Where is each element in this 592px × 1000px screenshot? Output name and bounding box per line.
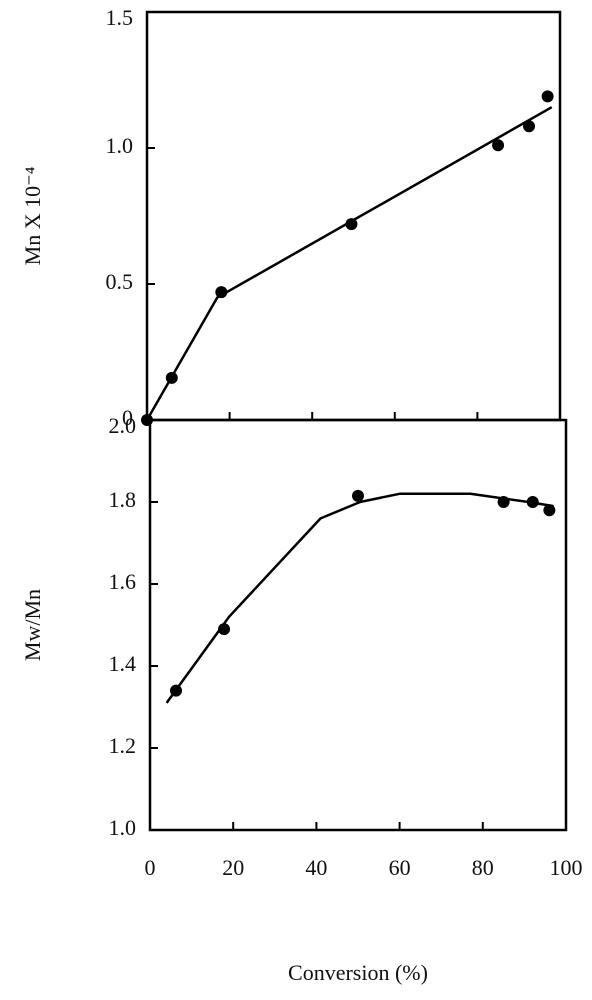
x-axis-label: Conversion (%) (288, 960, 428, 985)
y-tick-label: 1.0 (109, 815, 137, 840)
x-tick-label: 0 (145, 855, 156, 880)
x-tick-label: 20 (222, 855, 244, 880)
y-tick-label: 1.2 (109, 733, 137, 758)
y-tick-label: 1.6 (109, 569, 137, 594)
y-axis-label: Mw/Mn (20, 589, 45, 661)
fit-line (165, 492, 554, 704)
y-axis-label: Mn X 10⁻⁴ (20, 166, 45, 265)
y-tick-label: 2.0 (109, 413, 137, 438)
data-point (541, 90, 554, 103)
y-tick-label: 1.8 (109, 487, 137, 512)
plot-frame (148, 418, 568, 832)
x-tick-label: 100 (550, 855, 583, 880)
data-point (543, 504, 556, 517)
data-point (215, 286, 228, 299)
fit-line (145, 106, 553, 421)
x-tick-label: 40 (305, 855, 327, 880)
y-tick-label: 0 (122, 405, 133, 430)
y-tick-label: 0.5 (106, 269, 134, 294)
y-tick-label: 1.5 (106, 5, 134, 30)
plot-frame (145, 10, 562, 422)
y-tick-label: 1.4 (109, 651, 137, 676)
x-tick-label: 60 (389, 855, 411, 880)
y-tick-label: 1.0 (106, 133, 134, 158)
data-point (352, 489, 364, 502)
x-tick-label: 80 (472, 855, 494, 880)
data-point (492, 139, 505, 152)
data-point (345, 218, 358, 231)
